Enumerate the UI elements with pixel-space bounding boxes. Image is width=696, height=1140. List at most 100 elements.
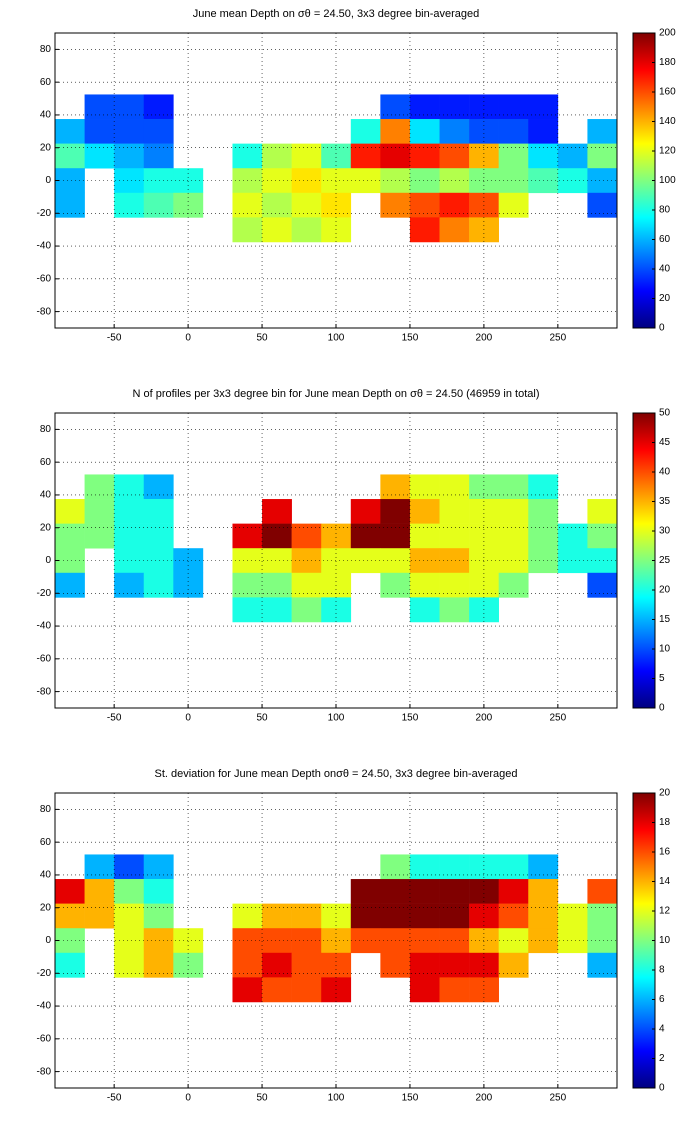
data-cell xyxy=(439,217,470,243)
data-cell xyxy=(380,143,411,169)
data-cell xyxy=(587,879,618,904)
data-cell xyxy=(469,168,499,194)
y-tick-label: -20 xyxy=(37,208,52,219)
data-cell xyxy=(587,119,618,144)
colorbar-tick-label: 100 xyxy=(659,175,676,186)
data-cell xyxy=(262,597,292,623)
data-cell xyxy=(291,523,322,549)
y-tick-label: 80 xyxy=(40,44,52,55)
colorbar-tick-label: 18 xyxy=(659,817,671,828)
data-cell xyxy=(262,143,292,169)
colorbar-tick-label: 4 xyxy=(659,1024,665,1035)
colorbar-tick-label: 20 xyxy=(659,293,671,304)
data-cell xyxy=(321,903,352,929)
x-tick-label: 50 xyxy=(256,1093,268,1104)
y-tick-label: -60 xyxy=(37,273,52,284)
data-cell xyxy=(498,572,529,598)
data-cell xyxy=(114,143,145,169)
chart-title: June mean Depth on σθ = 24.50, 3x3 degre… xyxy=(193,8,480,20)
data-cell xyxy=(143,523,174,549)
data-cell xyxy=(439,952,470,978)
data-cell xyxy=(380,474,411,500)
colorbar-tick-label: 180 xyxy=(659,57,676,68)
x-tick-label: -50 xyxy=(107,333,122,344)
data-cell xyxy=(262,217,292,243)
data-cell xyxy=(262,192,292,218)
data-cell xyxy=(55,952,85,978)
data-cell xyxy=(262,977,292,1003)
data-cell xyxy=(114,572,145,598)
x-tick-label: 200 xyxy=(476,713,493,724)
data-cell xyxy=(439,474,470,500)
colorbar-tick-label: 2 xyxy=(659,1053,665,1064)
data-cell xyxy=(439,572,470,598)
data-cell xyxy=(291,192,322,218)
axes-frame xyxy=(54,792,618,1089)
data-cell xyxy=(528,474,559,500)
data-cell xyxy=(143,94,174,120)
data-cell xyxy=(439,523,470,549)
chart-title: N of profiles per 3x3 degree bin for Jun… xyxy=(132,388,539,400)
data-cell xyxy=(350,523,381,549)
data-cell xyxy=(498,523,529,549)
y-tick-label: -40 xyxy=(37,621,52,632)
data-cell xyxy=(439,903,470,929)
data-cell xyxy=(55,119,85,144)
data-cell xyxy=(469,474,499,500)
data-cell xyxy=(409,217,440,243)
y-tick-label: 20 xyxy=(40,142,52,153)
y-tick-label: -40 xyxy=(37,241,52,252)
colorbar-tick-label: 12 xyxy=(659,906,671,917)
colorbar xyxy=(632,792,656,1089)
data-cell xyxy=(350,903,381,929)
data-cell xyxy=(498,474,529,500)
data-cell xyxy=(232,217,263,243)
data-cell xyxy=(557,523,588,549)
x-tick-label: 0 xyxy=(185,713,191,724)
data-cell xyxy=(84,903,115,929)
data-cell xyxy=(114,523,145,549)
y-tick-label: 60 xyxy=(40,457,52,468)
y-tick-label: -80 xyxy=(37,686,52,697)
data-cell xyxy=(291,903,322,929)
data-cell xyxy=(321,523,352,549)
data-cell xyxy=(557,548,588,574)
colorbar-tick-label: 120 xyxy=(659,146,676,157)
colorbar-tick-label: 6 xyxy=(659,994,665,1005)
data-cell xyxy=(439,143,470,169)
x-tick-label: -50 xyxy=(107,1093,122,1104)
x-tick-label: -50 xyxy=(107,713,122,724)
data-cell xyxy=(84,94,115,120)
data-cell xyxy=(291,928,322,954)
data-cell xyxy=(291,572,322,598)
data-cell xyxy=(380,854,411,880)
y-tick-label: 80 xyxy=(40,804,52,815)
data-cell xyxy=(143,192,174,218)
data-cell xyxy=(409,952,440,978)
data-cell xyxy=(469,903,499,929)
y-tick-label: 60 xyxy=(40,77,52,88)
data-cell xyxy=(469,143,499,169)
y-tick-label: -80 xyxy=(37,1066,52,1077)
data-cell xyxy=(291,548,322,574)
data-cell xyxy=(143,474,174,500)
data-cell xyxy=(587,192,618,218)
data-cell xyxy=(498,192,529,218)
data-cell xyxy=(114,952,145,978)
y-tick-label: -20 xyxy=(37,968,52,979)
data-cell xyxy=(380,879,411,904)
colorbar-tick-label: 45 xyxy=(659,437,671,448)
data-cell xyxy=(291,597,322,623)
x-tick-label: 250 xyxy=(549,713,566,724)
data-cell xyxy=(321,168,352,194)
data-cell xyxy=(291,168,322,194)
data-cell xyxy=(143,143,174,169)
y-tick-label: 20 xyxy=(40,522,52,533)
colorbar-tick-label: 40 xyxy=(659,264,671,275)
data-cell xyxy=(143,168,174,194)
data-cell xyxy=(321,548,352,574)
data-cell xyxy=(143,928,174,954)
colorbar xyxy=(632,32,656,329)
colorbar-tick-label: 5 xyxy=(659,673,665,684)
data-cell xyxy=(84,474,115,500)
